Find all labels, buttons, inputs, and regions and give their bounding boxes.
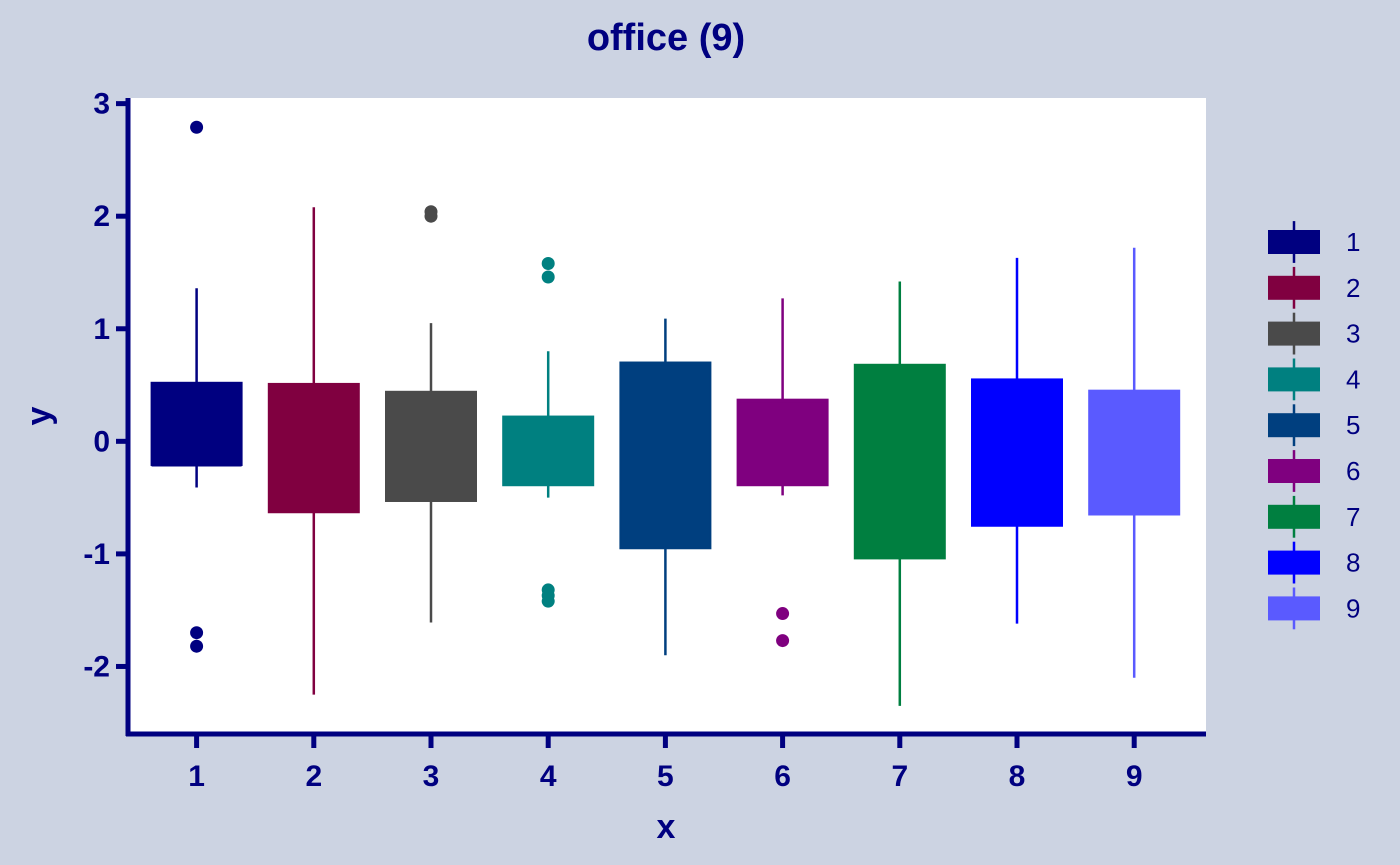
legend-key-box bbox=[1268, 504, 1320, 529]
legend-key-box bbox=[1268, 367, 1320, 392]
outlier-point bbox=[776, 634, 790, 648]
box bbox=[619, 361, 712, 550]
outlier-point bbox=[190, 639, 204, 653]
legend-item-2: 2 bbox=[1268, 266, 1360, 309]
chart-marks bbox=[150, 120, 1181, 706]
box bbox=[853, 363, 946, 560]
legend-label: 9 bbox=[1346, 593, 1360, 623]
y-tick-label: 0 bbox=[93, 425, 110, 458]
legend-label: 6 bbox=[1346, 456, 1360, 486]
legend-key-box bbox=[1268, 321, 1320, 346]
x-tick-label: 7 bbox=[891, 760, 908, 793]
legend-item-7: 7 bbox=[1268, 495, 1360, 538]
legend-key-box bbox=[1268, 550, 1320, 575]
legend-label: 3 bbox=[1346, 319, 1360, 349]
x-tick-label: 2 bbox=[305, 760, 322, 793]
x-tick-label: 8 bbox=[1009, 760, 1026, 793]
legend-item-1: 1 bbox=[1268, 221, 1360, 263]
box-group-1 bbox=[150, 120, 243, 653]
legend-label: 7 bbox=[1346, 502, 1360, 532]
box-group-9 bbox=[1088, 247, 1181, 678]
y-tick-label: -1 bbox=[83, 538, 110, 571]
box-group-3 bbox=[385, 205, 477, 623]
box bbox=[971, 378, 1063, 527]
x-axis-title: x bbox=[657, 808, 676, 846]
y-tick-label: 1 bbox=[93, 313, 110, 346]
box bbox=[736, 398, 829, 487]
legend-key-box bbox=[1268, 413, 1320, 438]
box-group-8 bbox=[971, 257, 1063, 624]
box-group-5 bbox=[619, 318, 712, 656]
box bbox=[267, 382, 360, 514]
y-axis-title: y bbox=[20, 406, 58, 425]
box-group-6 bbox=[736, 298, 829, 648]
x-tick-label: 5 bbox=[657, 760, 674, 793]
box bbox=[385, 390, 477, 502]
outlier-point bbox=[541, 256, 555, 270]
box-group-4 bbox=[502, 256, 595, 608]
box-group-7 bbox=[853, 281, 946, 706]
x-tick-label: 9 bbox=[1126, 760, 1143, 793]
legend-item-4: 4 bbox=[1268, 358, 1360, 401]
legend-item-6: 6 bbox=[1268, 450, 1360, 492]
x-tick-label: 3 bbox=[423, 760, 440, 793]
chart-title: office (9) bbox=[587, 17, 745, 59]
chart-axes: 3 2 1 0 -1 -2 1 2 3 4 5 6 7 8 9 bbox=[83, 88, 1206, 793]
x-tick-label: 6 bbox=[774, 760, 791, 793]
legend-item-9: 9 bbox=[1268, 587, 1360, 630]
legend-item-8: 8 bbox=[1268, 541, 1360, 584]
x-tick-label: 1 bbox=[188, 760, 205, 793]
y-tick-label: -2 bbox=[83, 650, 110, 683]
outlier-point bbox=[190, 120, 204, 134]
outlier-point bbox=[541, 270, 555, 284]
x-tick-label: 4 bbox=[540, 760, 557, 793]
legend-label: 2 bbox=[1346, 273, 1360, 303]
legend-label: 1 bbox=[1346, 227, 1360, 257]
y-tick-label: 2 bbox=[93, 200, 110, 233]
y-tick-label: 3 bbox=[93, 88, 110, 121]
outlier-point bbox=[776, 607, 790, 621]
box bbox=[502, 415, 595, 487]
legend: 1 2 3 4 5 6 7 8 9 bbox=[1268, 221, 1360, 630]
legend-key-box bbox=[1268, 596, 1320, 621]
outlier-point bbox=[190, 626, 204, 640]
legend-label: 8 bbox=[1346, 548, 1360, 578]
outlier-point bbox=[424, 209, 438, 223]
box bbox=[1088, 389, 1181, 516]
outlier-point bbox=[541, 594, 555, 608]
legend-key-box bbox=[1268, 459, 1320, 483]
legend-item-5: 5 bbox=[1268, 404, 1360, 447]
legend-label: 5 bbox=[1346, 410, 1360, 440]
box bbox=[150, 381, 243, 466]
legend-label: 4 bbox=[1346, 364, 1360, 394]
legend-key-box bbox=[1268, 275, 1320, 300]
legend-item-3: 3 bbox=[1268, 312, 1360, 355]
box-group-2 bbox=[267, 207, 360, 695]
legend-key-box bbox=[1268, 230, 1320, 254]
